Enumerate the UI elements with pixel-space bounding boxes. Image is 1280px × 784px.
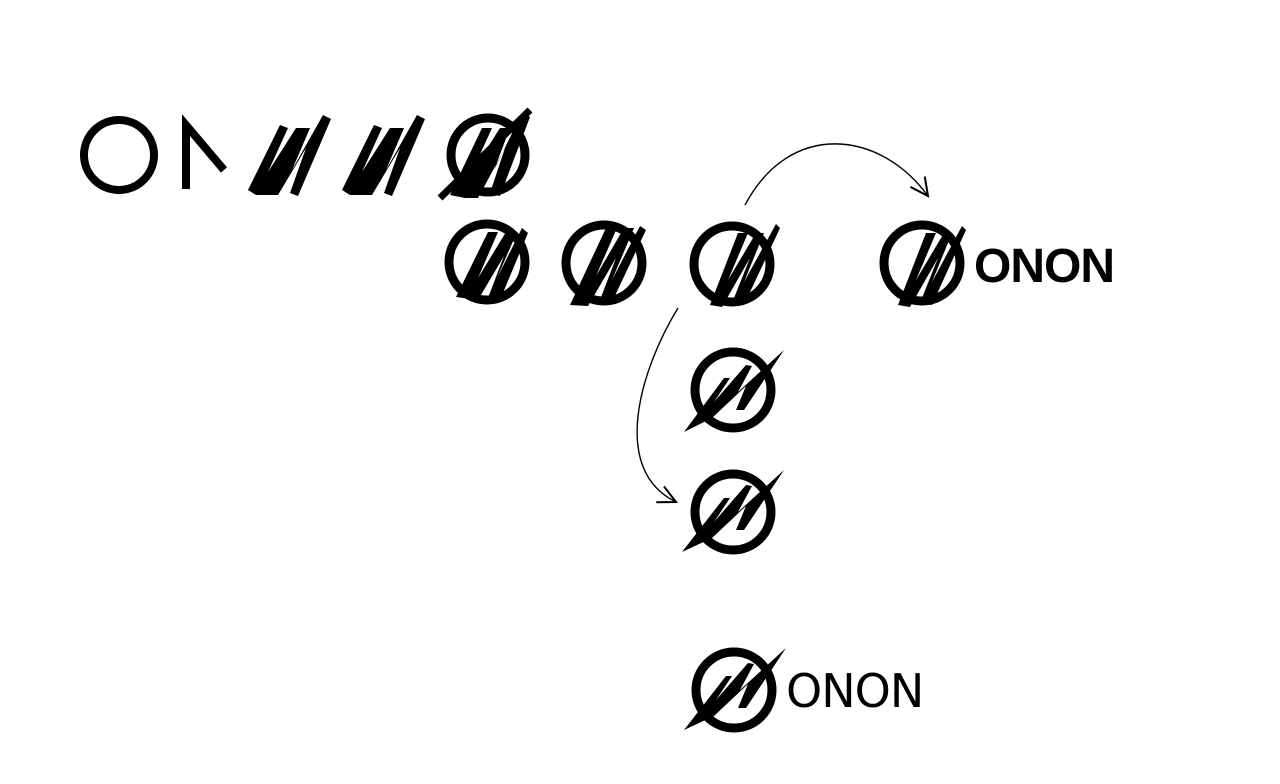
primary-wordmark: ONON — [974, 240, 1115, 293]
letter-n-zigzag-sketch-1 — [248, 115, 331, 196]
final-logo-mark — [684, 647, 786, 733]
circle-mark-v1 — [444, 219, 530, 305]
arrow-to-refined-mark — [636, 307, 679, 504]
primary-logo-mark — [879, 220, 966, 307]
final-wordmark: ONON — [786, 664, 924, 718]
crossed-o-n-sketch — [437, 107, 533, 201]
circle-mark-v2 — [561, 220, 647, 306]
refined-mark-v2 — [682, 469, 784, 555]
circle-mark-v3 — [689, 221, 780, 307]
letter-o-sketch — [80, 116, 158, 194]
arrow-to-primary-lockup — [744, 143, 930, 206]
refined-mark-v1 — [684, 347, 784, 433]
letter-n-broken-sketch — [182, 114, 228, 189]
letter-n-zigzag-sketch-2 — [342, 115, 425, 196]
